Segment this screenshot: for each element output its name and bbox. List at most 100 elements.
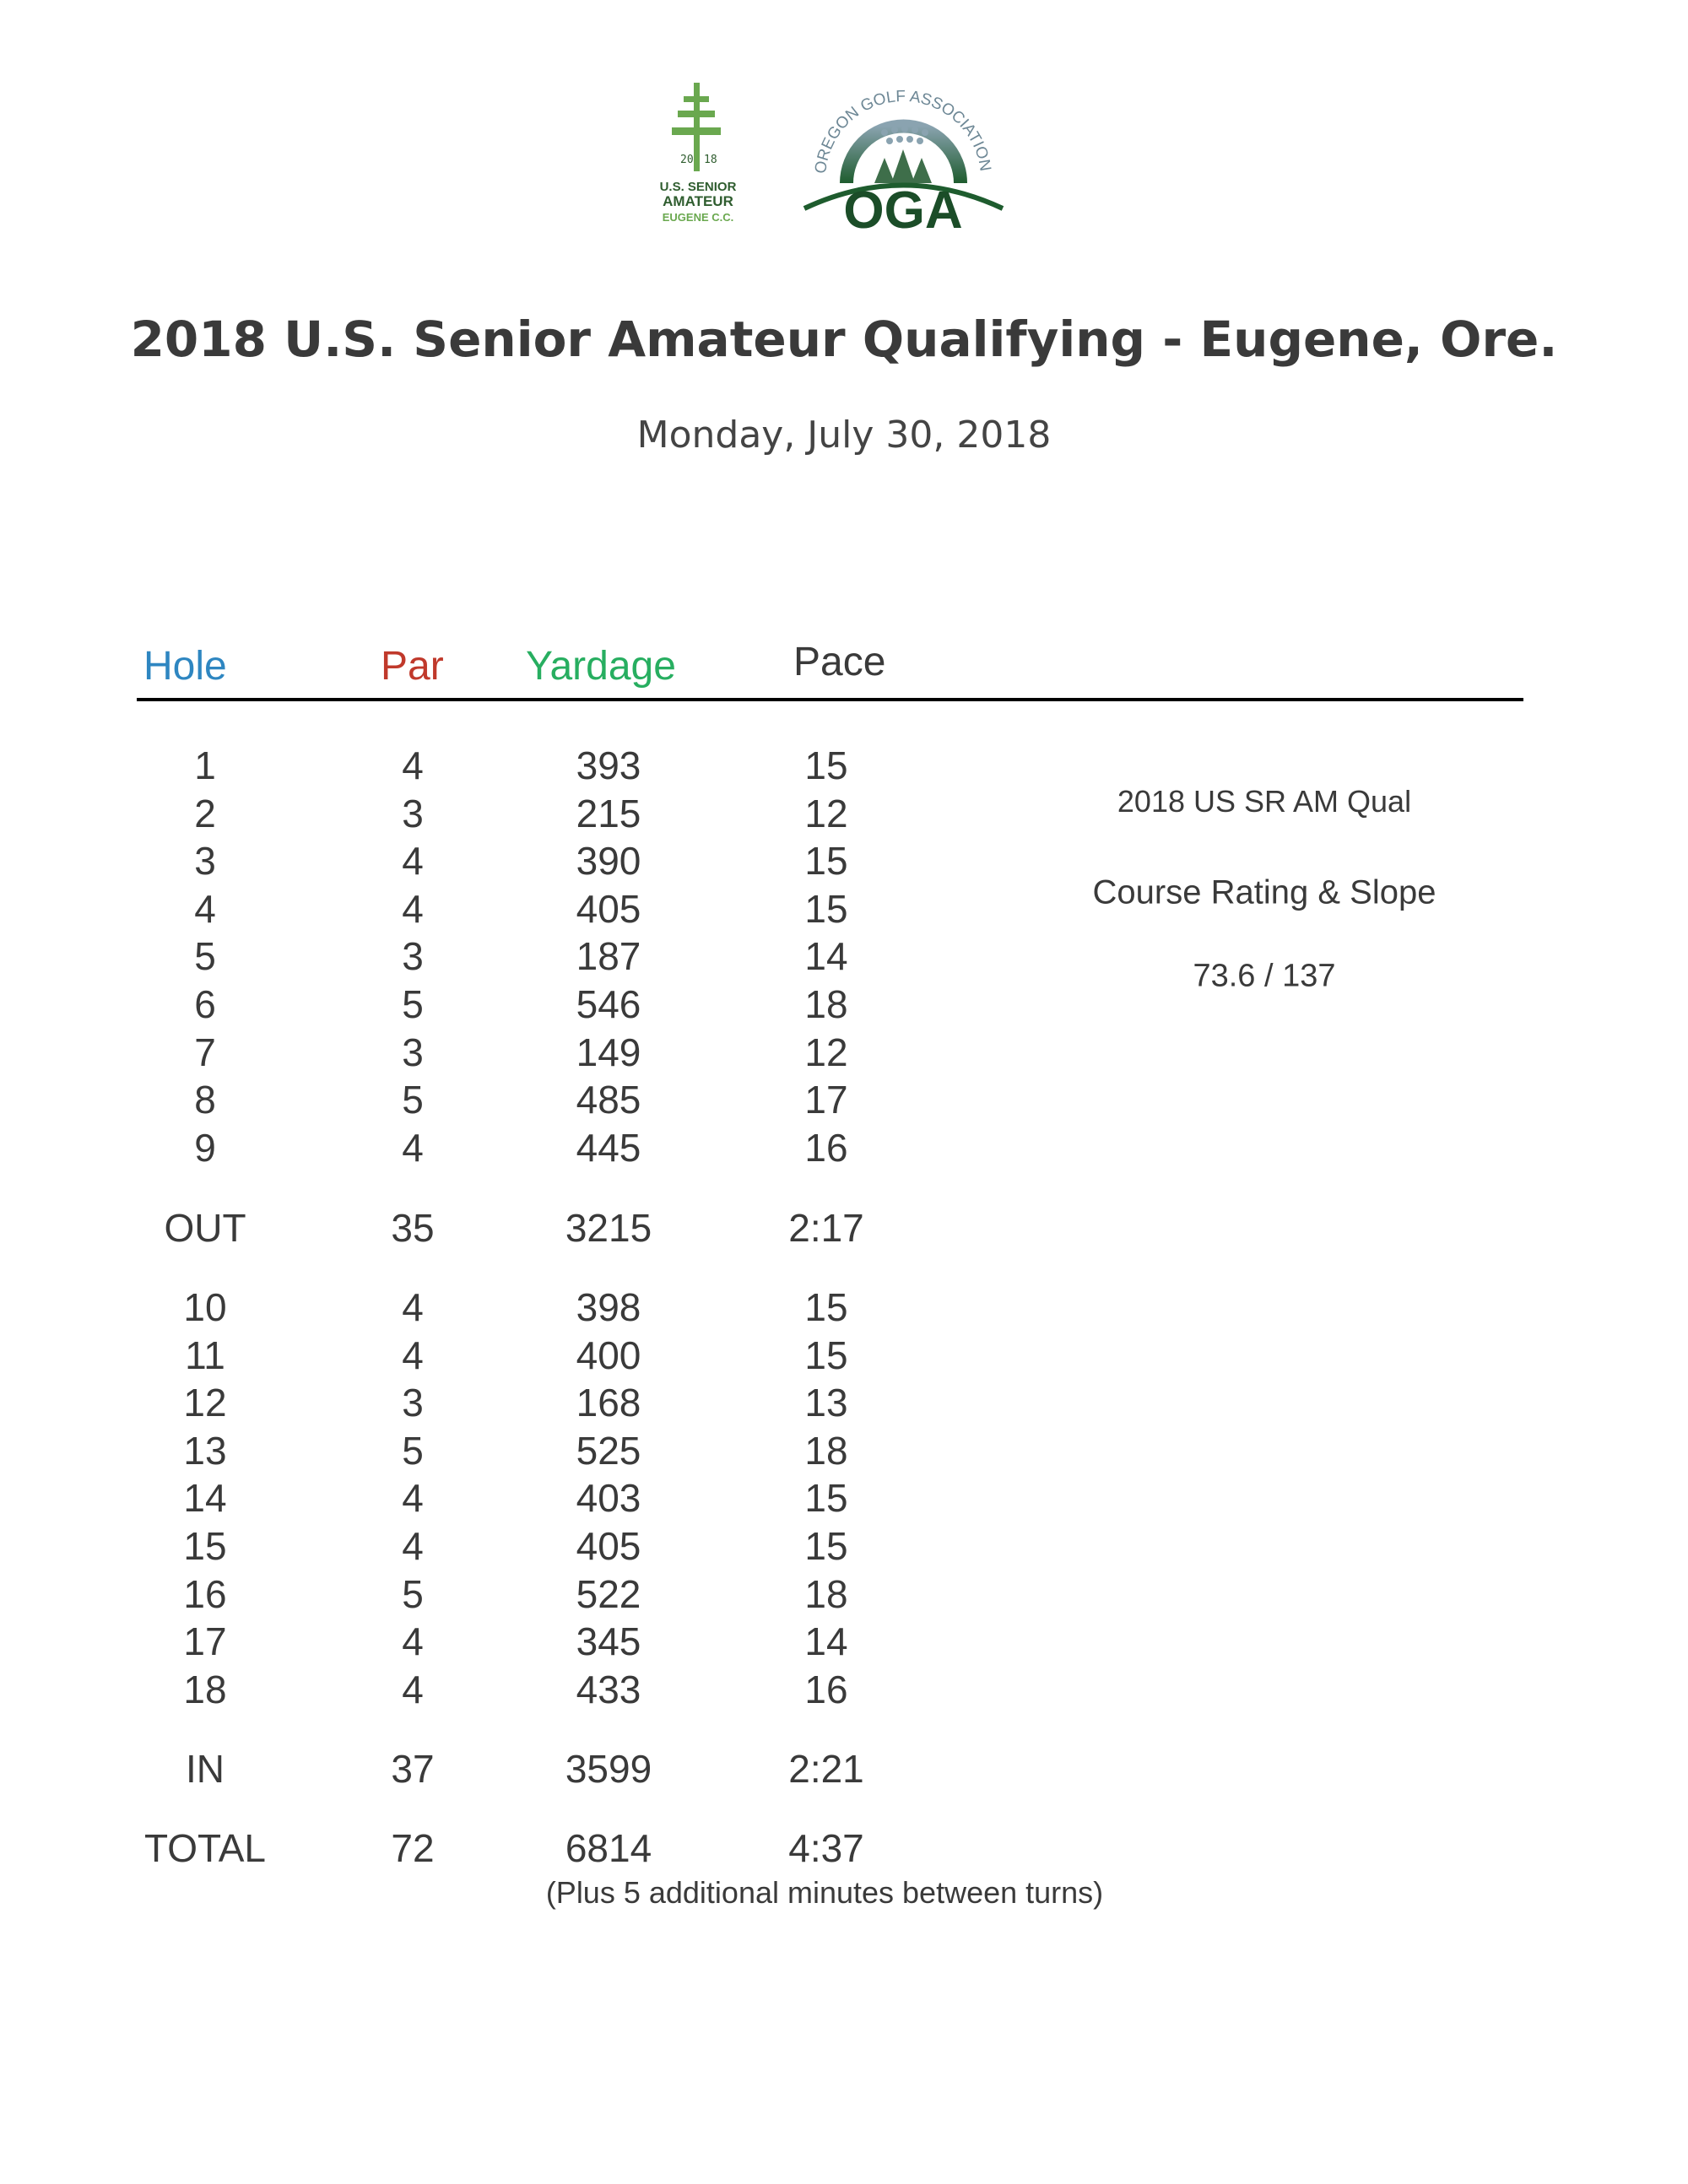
cell-hole: 18 xyxy=(183,1667,227,1711)
cell-par: 3 xyxy=(402,1381,424,1425)
cell-pace: 15 xyxy=(804,743,848,787)
cell-par: 4 xyxy=(402,1125,424,1170)
cell-pace: 4:37 xyxy=(788,1826,864,1870)
cell-yardage: 390 xyxy=(576,839,641,884)
cell-par: 5 xyxy=(402,1078,424,1122)
side-rating-label: Course Rating & Slope xyxy=(1092,873,1436,911)
cell-hole: 11 xyxy=(185,1333,225,1377)
cell-yardage: 403 xyxy=(576,1476,641,1521)
cell-pace: 15 xyxy=(804,1285,848,1329)
cell-yardage: 485 xyxy=(576,1078,641,1122)
cell-yardage: 149 xyxy=(576,1030,641,1074)
cell-pace: 17 xyxy=(804,1078,848,1122)
cell-pace: 12 xyxy=(804,791,848,835)
svg-text:OGA: OGA xyxy=(843,181,962,234)
cell-par: 4 xyxy=(402,839,424,884)
cell-yardage: 546 xyxy=(576,982,641,1026)
cell-hole: 4 xyxy=(194,886,216,931)
cell-par: 35 xyxy=(391,1206,435,1250)
cell-hole: 7 xyxy=(194,1030,216,1074)
cell-par: 72 xyxy=(391,1826,435,1870)
svg-text:U.S. SENIOR: U.S. SENIOR xyxy=(660,180,737,194)
header-yardage: Yardage xyxy=(526,644,676,689)
cell-par: 4 xyxy=(402,1667,424,1711)
cell-yardage: 398 xyxy=(576,1285,641,1329)
cell-par: 37 xyxy=(391,1747,435,1791)
cell-yardage: 6814 xyxy=(565,1826,652,1870)
cell-hole: 6 xyxy=(194,982,216,1026)
cell-par: 4 xyxy=(402,1285,424,1329)
cell-hole: 17 xyxy=(183,1619,227,1664)
svg-text:AMATEUR: AMATEUR xyxy=(663,193,733,209)
cell-hole: 12 xyxy=(183,1381,227,1425)
cell-hole: 8 xyxy=(194,1078,216,1122)
cell-pace: 15 xyxy=(804,1524,848,1568)
cell-yardage: 433 xyxy=(576,1667,641,1711)
cell-yardage: 525 xyxy=(576,1428,641,1473)
cell-par: 3 xyxy=(402,1030,424,1074)
cell-yardage: 168 xyxy=(576,1381,641,1425)
cell-par: 4 xyxy=(402,1524,424,1568)
cell-pace: 18 xyxy=(804,982,848,1026)
cell-yardage: 187 xyxy=(576,934,641,979)
cell-pace: 13 xyxy=(804,1381,848,1425)
cell-par: 4 xyxy=(402,743,424,787)
header-par: Par xyxy=(381,644,444,689)
cell-hole: 3 xyxy=(194,839,216,884)
cell-par: 5 xyxy=(402,1571,424,1616)
cell-yardage: 3599 xyxy=(565,1747,652,1791)
header-pace: Pace xyxy=(793,640,886,684)
cell-yardage: 400 xyxy=(576,1333,641,1377)
cell-pace: 12 xyxy=(804,1030,848,1074)
cell-pace: 16 xyxy=(804,1667,848,1711)
cell-hole: TOTAL xyxy=(144,1826,266,1870)
cell-hole: 9 xyxy=(194,1125,216,1170)
side-rating-value: 73.6 / 137 xyxy=(1193,958,1336,994)
cell-hole: 14 xyxy=(183,1476,227,1521)
cell-pace: 15 xyxy=(804,839,848,884)
cell-yardage: 215 xyxy=(576,791,641,835)
cell-par: 5 xyxy=(402,1428,424,1473)
cell-pace: 16 xyxy=(804,1125,848,1170)
cell-yardage: 445 xyxy=(576,1125,641,1170)
cell-pace: 15 xyxy=(804,1333,848,1377)
cell-hole: 16 xyxy=(183,1571,227,1616)
cell-pace: 2:21 xyxy=(788,1747,864,1791)
cell-hole: 15 xyxy=(183,1524,227,1568)
pine-tree-icon: 20 18 U.S. SENIOR AMATEUR EUGENE C.C. xyxy=(660,83,737,224)
cell-pace: 18 xyxy=(804,1428,848,1473)
cell-par: 4 xyxy=(402,1619,424,1664)
cell-par: 4 xyxy=(402,1333,424,1377)
cell-pace: 18 xyxy=(804,1571,848,1616)
cell-pace: 14 xyxy=(804,1619,848,1664)
svg-text:20: 20 xyxy=(680,154,694,166)
cell-pace: 15 xyxy=(804,886,848,931)
cell-hole: 2 xyxy=(194,791,216,835)
header-hole: Hole xyxy=(143,644,227,689)
cell-yardage: 393 xyxy=(576,743,641,787)
cell-par: 4 xyxy=(402,886,424,931)
svg-text:EUGENE C.C.: EUGENE C.C. xyxy=(663,211,734,224)
page-title: 2018 U.S. Senior Amateur Qualifying - Eu… xyxy=(130,311,1558,368)
cell-par: 4 xyxy=(402,1476,424,1521)
oga-logo: OREGON GOLF ASSOCIATION OGA xyxy=(800,78,1007,240)
cell-yardage: 345 xyxy=(576,1619,641,1664)
svg-text:18: 18 xyxy=(704,154,717,166)
cell-pace: 2:17 xyxy=(788,1206,864,1250)
cell-yardage: 405 xyxy=(576,1524,641,1568)
cell-hole: OUT xyxy=(164,1206,246,1250)
cell-par: 5 xyxy=(402,982,424,1026)
cell-yardage: 3215 xyxy=(565,1206,652,1250)
cell-hole: 5 xyxy=(194,934,216,979)
event-date: Monday, July 30, 2018 xyxy=(636,414,1052,457)
cell-yardage: 522 xyxy=(576,1571,641,1616)
cell-hole: 13 xyxy=(183,1428,227,1473)
cell-hole: 1 xyxy=(194,743,216,787)
cell-pace: 14 xyxy=(804,934,848,979)
cell-par: 3 xyxy=(402,791,424,835)
side-event-name: 2018 US SR AM Qual xyxy=(1117,784,1412,819)
cell-par: 3 xyxy=(402,934,424,979)
cell-yardage: 405 xyxy=(576,886,641,931)
cell-hole: IN xyxy=(186,1747,225,1791)
pace-note: (Plus 5 additional minutes between turns… xyxy=(545,1875,1104,1910)
